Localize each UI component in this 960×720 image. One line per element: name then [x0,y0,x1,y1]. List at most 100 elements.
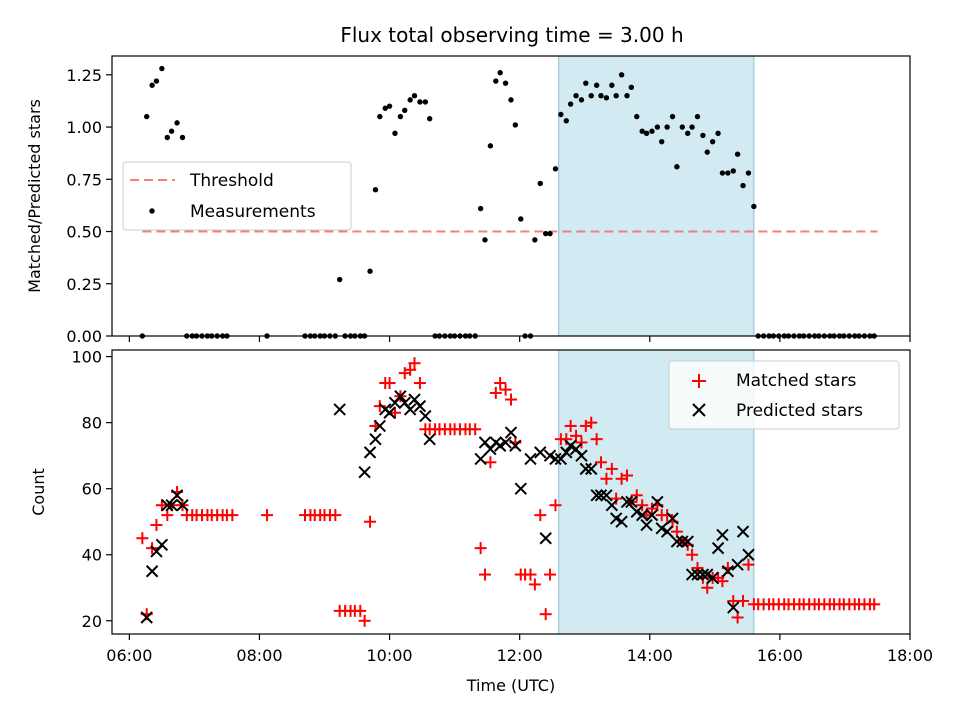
matched-stars-point [630,489,643,502]
measurement-point [704,149,710,155]
measurement-point [634,113,640,120]
matched-stars-point [539,608,552,621]
bottom-legend-box [668,360,900,430]
predicted-stars-point [504,426,518,439]
matched-stars-point [701,581,714,594]
predicted-stars-point [358,465,371,479]
matched-stars-point [505,393,517,406]
predicted-stars-point [579,462,593,476]
measurement-point [689,124,695,130]
predicted-stars-point [165,499,178,512]
predicted-stars-point [369,432,382,446]
matched-stars-point [560,433,573,446]
predicted-stars-point [640,518,653,532]
top-y-tick-label: 0.75 [66,170,102,189]
matched-legend-swatch [692,374,706,388]
predicted-stars-point [419,409,432,423]
bottom-x-tick-label: 14:00 [627,646,673,665]
predicted-stars-point [727,601,740,614]
measurement-point [700,132,706,139]
measurement-point [573,93,579,99]
predicted-stars-point [696,568,710,581]
matched-stars-point [686,548,699,561]
predicted-stars-point [590,489,603,502]
predicted-stars-point [155,538,169,552]
predicted-stars-point [721,565,735,578]
top-legend: Threshold Measurements [122,161,352,231]
matched-stars-point [570,429,583,442]
predicted-stars-point [736,525,750,538]
predicted-stars-point [333,403,346,416]
predicted-stars-point [161,499,174,512]
predicted-stars-point [423,432,436,446]
predicted-stars-point [413,399,427,413]
measurement-point [493,78,499,84]
predicted-stars-point [499,436,512,449]
predicted-stars-point [645,508,659,522]
predicted-stars-point [676,535,689,548]
bottom-legend: Matched stars Predicted stars [668,360,900,430]
predicted-stars-point [666,512,679,525]
bottom-y-axis-label: Count [29,468,48,516]
measurement-point [477,205,484,212]
top-y-tick-label: 0.00 [66,327,102,346]
predicted-stars-point [635,508,649,522]
predicted-stars-point [363,446,377,459]
top-axes-frame [111,55,911,337]
matched-stars-point [610,492,623,505]
bottom-panel: 20 40 60 80 100 06:00 08:00 10:00 12:00 14:00 16:… [29,348,933,695]
measurement-point [583,80,589,86]
bottom-axes-frame [111,349,911,635]
measurement-point [512,122,519,128]
top-legend-box [122,161,352,231]
measurement-point [402,107,408,114]
measurement-point [578,97,585,103]
predicted-stars-point [145,565,159,578]
predicted-legend-label: Predicted stars [736,401,863,421]
matched-stars-point [489,386,502,399]
measurement-point [685,130,691,137]
bottom-y-tick-label: 20 [82,612,102,631]
matched-stars-point [605,462,618,475]
measurement-point [740,182,746,189]
measurement-point [407,97,413,103]
predicted-stars-point [600,489,613,502]
matched-stars-point [534,509,547,522]
predicted-stars-point [594,489,608,502]
measurement-point [745,170,752,176]
matched-stars-point [494,377,507,390]
matched-stars-point [408,357,421,370]
bottom-x-tick-label: 10:00 [367,646,413,665]
matched-stars-point [388,406,401,419]
predicted-stars-point [560,446,573,459]
matched-stars-point [413,377,426,390]
measurement-point [654,124,661,130]
measurement-point [725,170,731,176]
predicted-stars-point [514,482,527,495]
matched-stars-point [590,433,603,446]
measurement-point [367,268,373,274]
top-y-tick-label: 1.25 [66,66,102,85]
matched-stars-point [737,594,750,607]
measurement-point [372,187,379,193]
measurement-point [563,118,569,124]
measurements-legend-swatch [149,208,155,214]
top-y-axis-ticks: 0.00 0.25 0.50 0.75 1.00 1.25 [66,66,112,346]
matched-stars-point [499,383,512,396]
measurement-point [558,111,564,118]
measurement-point [417,99,423,105]
matched-stars-point [404,363,417,376]
predicted-stars-point [585,462,598,476]
predicted-stars-point [373,419,387,433]
measurement-point [679,124,686,130]
predicted-stars-point [670,535,684,548]
measurement-point [377,113,383,120]
predicted-stars-point [651,495,664,509]
measurement-point [392,130,398,137]
threshold-legend-label: Threshold [189,171,274,191]
top-x-axis-ticks [128,336,911,342]
measurement-point [659,138,665,145]
measurement-point [613,93,619,99]
matched-stars-point [261,509,274,522]
